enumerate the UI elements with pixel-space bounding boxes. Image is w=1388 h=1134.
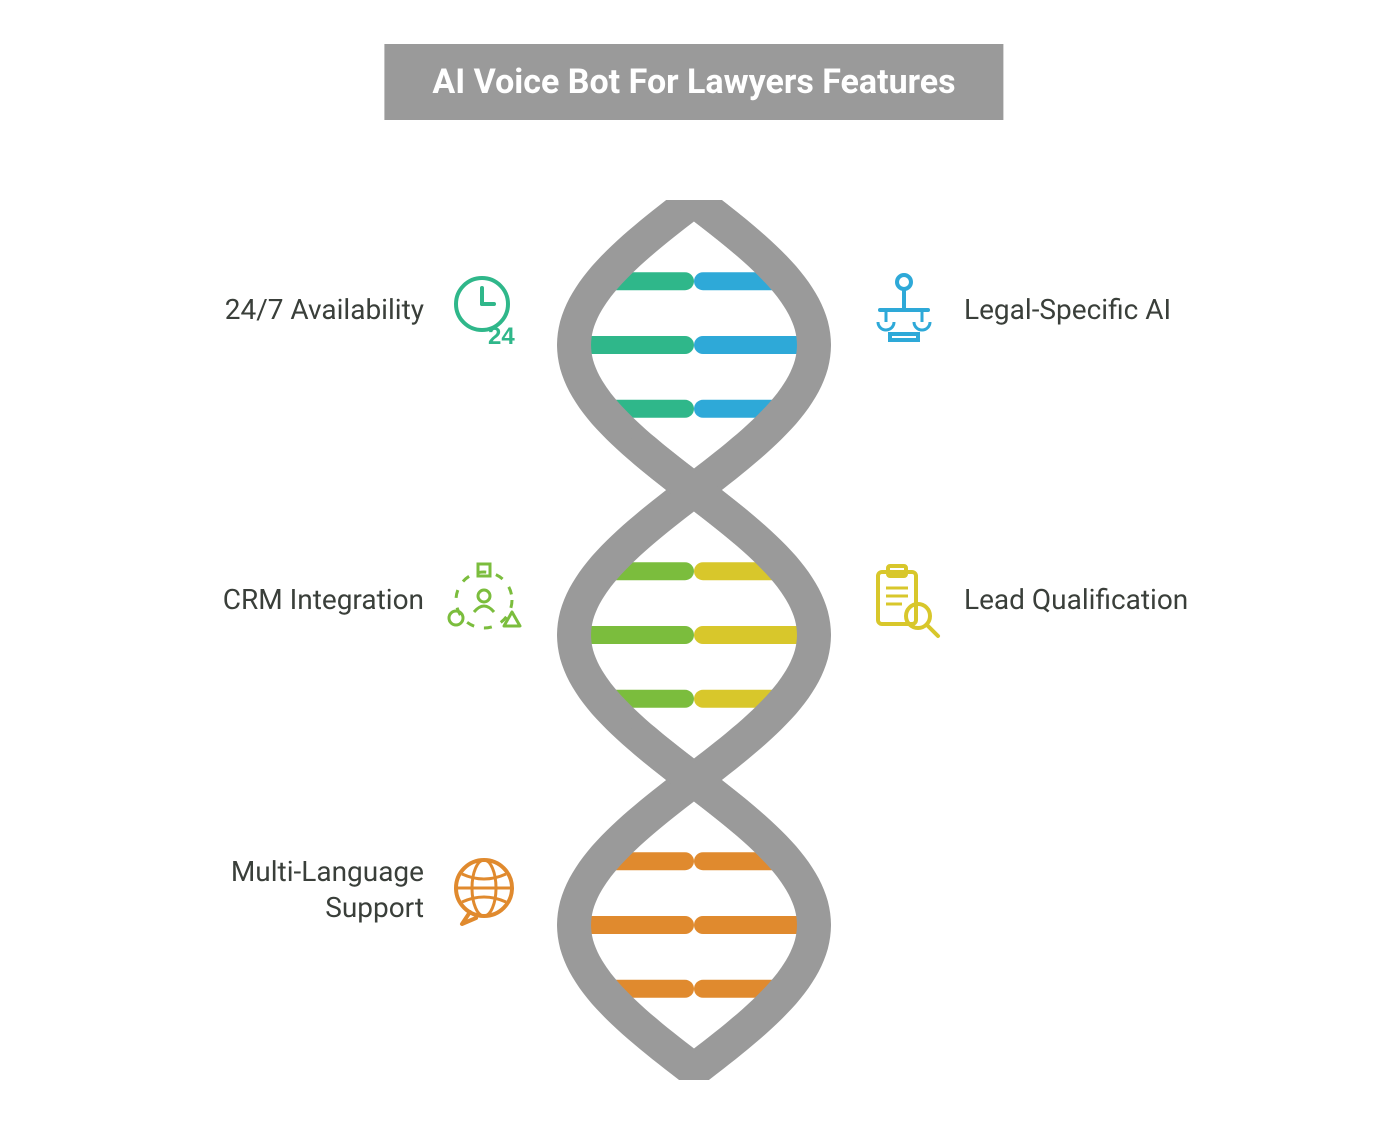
dna-helix	[534, 200, 854, 1080]
scales-icon	[864, 270, 944, 350]
crm-icon	[444, 560, 524, 640]
feature-label: 24/7 Availability	[225, 292, 424, 328]
clipboard-search-icon	[864, 560, 944, 640]
feature-label: CRM Integration	[223, 582, 424, 618]
feature-crm: CRM Integration	[223, 560, 524, 640]
page-title: AI Voice Bot For Lawyers Features	[384, 44, 1003, 120]
feature-label: Legal-Specific AI	[964, 292, 1171, 328]
feature-clipboard-search: Lead Qualification	[864, 560, 1188, 640]
dna-helix-svg	[534, 200, 854, 1080]
feature-scales: Legal-Specific AI	[864, 270, 1171, 350]
feature-label: Multi-Language Support	[184, 854, 424, 927]
svg-text:24: 24	[488, 323, 515, 350]
feature-clock-24: 24 24/7 Availability	[225, 270, 524, 350]
clock-24-icon: 24	[444, 270, 524, 350]
feature-label: Lead Qualification	[964, 582, 1188, 618]
feature-globe: Multi-Language Support	[184, 850, 524, 930]
globe-icon	[444, 850, 524, 930]
